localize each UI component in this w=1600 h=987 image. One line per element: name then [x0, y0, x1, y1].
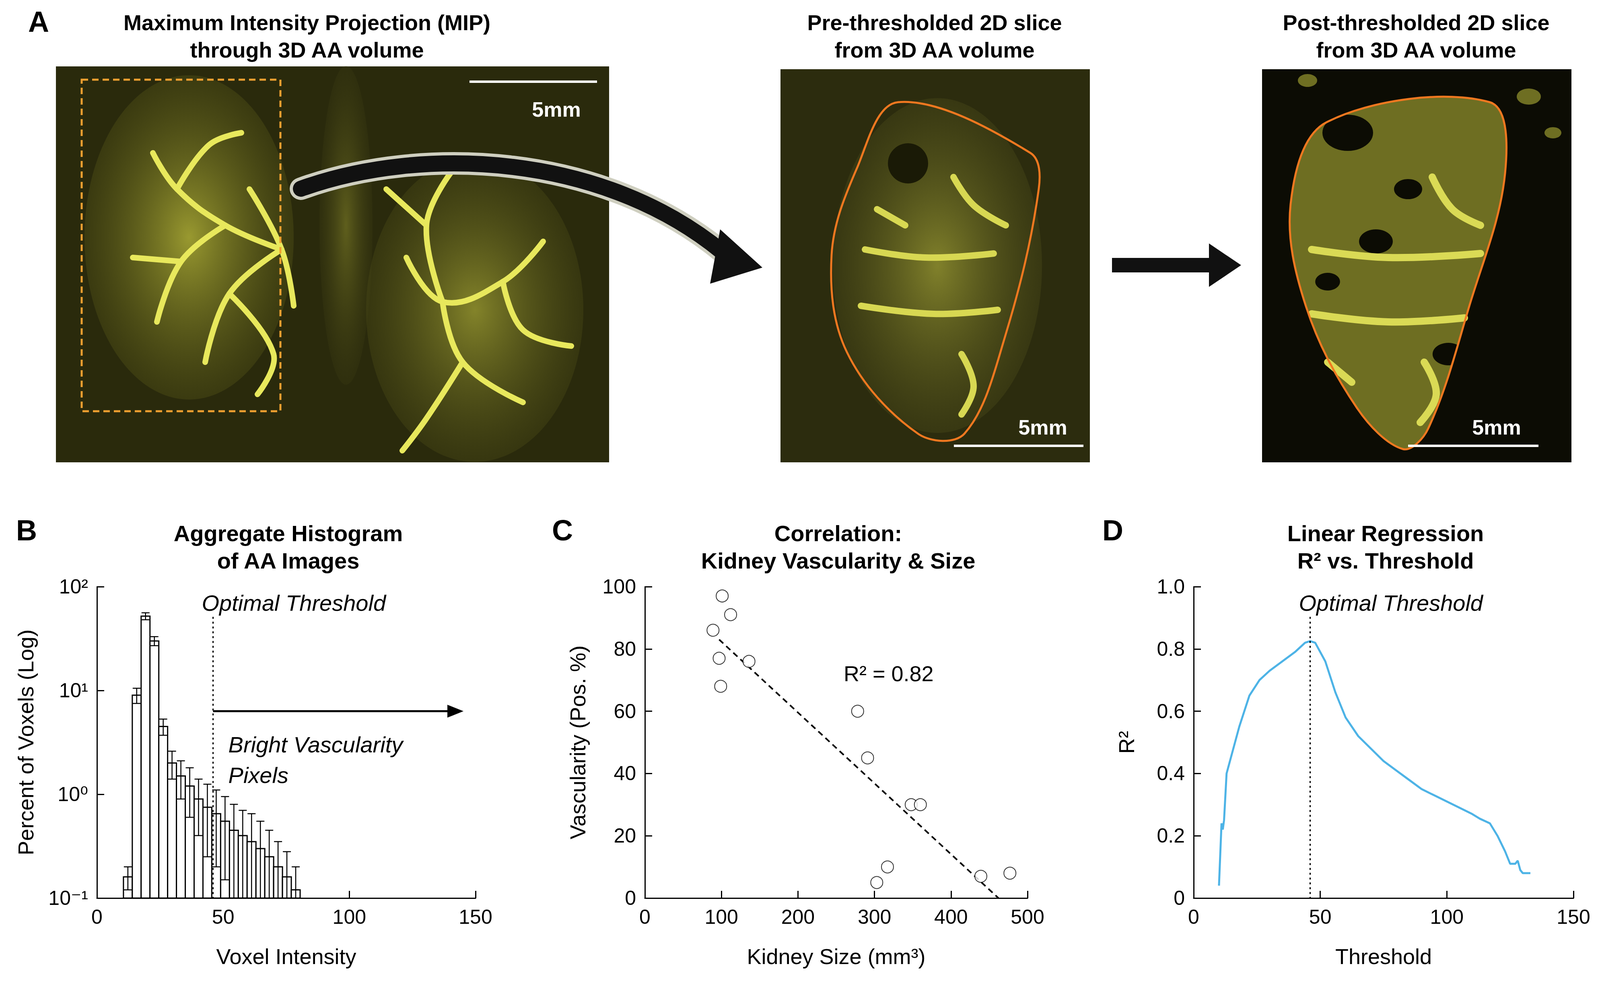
- svg-text:50: 50: [212, 905, 235, 929]
- svg-text:20: 20: [613, 824, 637, 847]
- svg-text:from 3D AA volume: from 3D AA volume: [1315, 37, 1516, 62]
- svg-text:Bright Vascularity: Bright Vascularity: [228, 731, 405, 758]
- svg-text:5mm: 5mm: [531, 97, 581, 122]
- svg-text:C: C: [551, 514, 573, 547]
- svg-text:100: 100: [332, 905, 367, 929]
- svg-text:R²: R²: [1114, 731, 1139, 754]
- svg-text:0: 0: [91, 905, 103, 929]
- svg-text:500: 500: [1010, 905, 1045, 929]
- svg-text:10⁻¹: 10⁻¹: [48, 886, 89, 910]
- svg-text:60: 60: [613, 700, 637, 723]
- svg-text:50: 50: [1309, 905, 1332, 929]
- svg-text:A: A: [28, 5, 50, 38]
- svg-text:Kidney Vascularity & Size: Kidney Vascularity & Size: [701, 547, 976, 574]
- svg-text:100: 100: [1430, 905, 1464, 929]
- svg-text:100: 100: [704, 905, 738, 929]
- svg-text:300: 300: [857, 905, 892, 929]
- svg-text:0.8: 0.8: [1156, 637, 1185, 661]
- svg-text:Threshold: Threshold: [1335, 944, 1432, 969]
- svg-text:D: D: [1102, 514, 1124, 547]
- svg-text:Optimal Threshold: Optimal Threshold: [201, 590, 387, 616]
- svg-text:R² = 0.82: R² = 0.82: [843, 661, 934, 686]
- svg-text:1.0: 1.0: [1156, 575, 1185, 598]
- svg-text:through 3D AA volume: through 3D AA volume: [189, 37, 424, 62]
- svg-text:Pre-thresholded 2D slice: Pre-thresholded 2D slice: [807, 10, 1062, 35]
- svg-text:Voxel Intensity: Voxel Intensity: [216, 944, 357, 969]
- svg-text:40: 40: [613, 761, 637, 785]
- svg-text:Maximum Intensity Projection (: Maximum Intensity Projection (MIP): [123, 10, 491, 35]
- svg-text:Post-thresholded 2D slice: Post-thresholded 2D slice: [1282, 10, 1550, 35]
- svg-text:0.2: 0.2: [1156, 824, 1185, 847]
- svg-text:Percent of Voxels (Log): Percent of Voxels (Log): [13, 629, 38, 855]
- svg-text:0.4: 0.4: [1156, 761, 1185, 785]
- svg-text:Optimal Threshold: Optimal Threshold: [1298, 590, 1484, 616]
- svg-text:5mm: 5mm: [1018, 415, 1067, 439]
- svg-text:10¹: 10¹: [59, 679, 89, 702]
- svg-text:B: B: [16, 514, 38, 547]
- svg-text:of AA Images: of AA Images: [217, 547, 360, 574]
- svg-text:0: 0: [1188, 905, 1200, 929]
- svg-text:0: 0: [639, 905, 651, 929]
- svg-text:100: 100: [602, 575, 637, 598]
- svg-text:Aggregate Histogram: Aggregate Histogram: [173, 520, 403, 546]
- svg-text:0.6: 0.6: [1156, 700, 1185, 723]
- svg-text:400: 400: [934, 905, 968, 929]
- svg-text:Pixels: Pixels: [228, 762, 289, 788]
- svg-text:Kidney Size (mm³): Kidney Size (mm³): [746, 944, 926, 969]
- svg-text:0: 0: [624, 886, 637, 910]
- svg-text:from 3D AA volume: from 3D AA volume: [834, 37, 1035, 62]
- svg-text:Linear Regression: Linear Regression: [1287, 520, 1485, 546]
- svg-text:Correlation:: Correlation:: [774, 520, 902, 546]
- svg-text:200: 200: [781, 905, 815, 929]
- svg-text:5mm: 5mm: [1472, 415, 1521, 439]
- svg-text:10⁰: 10⁰: [57, 782, 89, 806]
- svg-text:150: 150: [458, 905, 493, 929]
- svg-text:10²: 10²: [59, 575, 89, 598]
- svg-text:0: 0: [1173, 886, 1185, 910]
- svg-text:80: 80: [613, 637, 637, 661]
- svg-text:150: 150: [1556, 905, 1590, 929]
- svg-text:R² vs. Threshold: R² vs. Threshold: [1297, 547, 1475, 574]
- svg-text:Vascularity (Pos. %): Vascularity (Pos. %): [565, 645, 590, 840]
